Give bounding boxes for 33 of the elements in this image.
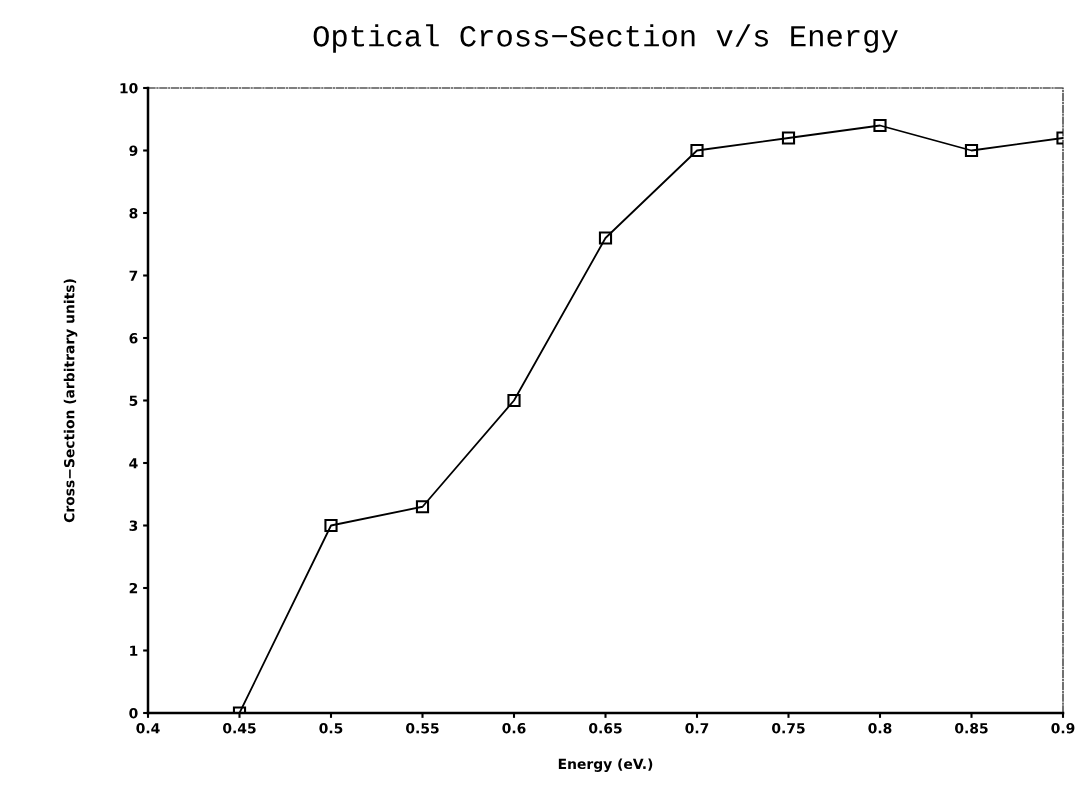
y-tick-label: 3 bbox=[129, 520, 138, 531]
point bbox=[507, 393, 521, 408]
x-tick-label: 0.4 bbox=[136, 722, 160, 734]
y-tick-label: 0 bbox=[129, 707, 138, 719]
chart-title: Optical Cross−Section v/s Energy bbox=[313, 24, 898, 53]
point bbox=[598, 231, 613, 245]
y-tick-label: 6 bbox=[129, 332, 138, 344]
y-tick-label: 9 bbox=[129, 145, 138, 156]
x-tick-label: 0.7 bbox=[685, 722, 709, 734]
y-tick-label: 7 bbox=[129, 270, 138, 281]
point bbox=[415, 500, 430, 514]
x-tick-label: 0.5 bbox=[319, 722, 343, 734]
y-tick-label: 10 bbox=[120, 82, 138, 94]
y-tick-label: 4 bbox=[129, 458, 138, 469]
x-tick-label: 0.6 bbox=[502, 722, 526, 734]
point bbox=[873, 118, 887, 133]
x-tick-label: 0.45 bbox=[223, 722, 256, 734]
x-tick-label: 0.9 bbox=[1051, 722, 1075, 734]
y-tick-label: 2 bbox=[129, 582, 138, 594]
x-tick-label: 0.85 bbox=[955, 722, 988, 734]
y-axis-title: Cross−Section (arbitrary units) bbox=[63, 279, 78, 523]
x-tick-label: 0.8 bbox=[868, 722, 892, 734]
y-tick-label: 5 bbox=[129, 395, 138, 406]
y-tick-label: 1 bbox=[130, 645, 138, 656]
x-axis-title: Energy (eV.) bbox=[558, 758, 653, 772]
point bbox=[964, 143, 979, 158]
x-tick-label: 0.55 bbox=[406, 722, 439, 734]
point bbox=[324, 518, 338, 533]
point bbox=[690, 143, 704, 158]
x-tick-label: 0.75 bbox=[772, 722, 805, 734]
x-tick-label: 0.65 bbox=[589, 722, 622, 734]
point bbox=[781, 131, 796, 145]
y-tick-label: 8 bbox=[129, 207, 138, 219]
